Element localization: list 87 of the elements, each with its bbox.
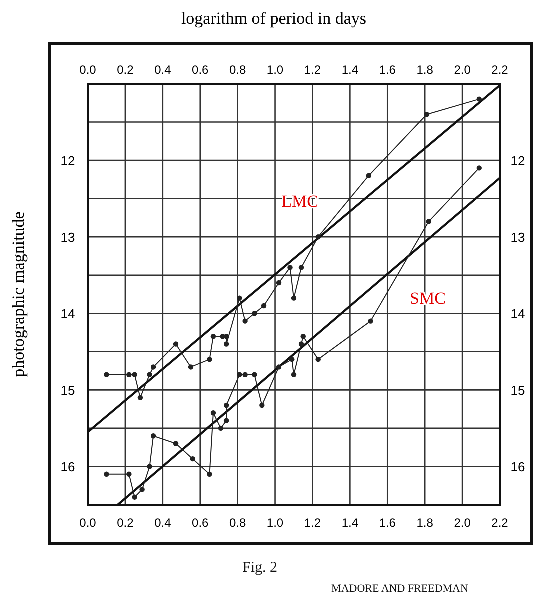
x2-tick-label: 2.0 — [454, 516, 472, 530]
point — [252, 372, 258, 378]
point — [224, 402, 230, 408]
point — [104, 372, 110, 378]
point — [288, 265, 293, 270]
x-tick-label: 2.0 — [454, 63, 472, 77]
point — [242, 372, 248, 378]
point — [126, 472, 132, 477]
y2-tick-label: 13 — [510, 230, 526, 246]
point — [150, 364, 156, 370]
x-tick-label: 1.8 — [416, 63, 434, 77]
x2-tick-label: 1.2 — [304, 516, 322, 530]
x-tick-label: 1.2 — [304, 63, 322, 77]
y-tick-label: 16 — [60, 460, 76, 475]
x-tick-label: 0.0 — [80, 63, 97, 77]
point — [207, 356, 212, 362]
point — [300, 334, 306, 340]
point — [242, 318, 248, 324]
y2-tick-label: 14 — [510, 306, 526, 322]
point — [210, 410, 216, 416]
x2-tick-label: 1.4 — [342, 516, 359, 530]
x2-tick-label: 0.4 — [154, 516, 172, 530]
point — [252, 311, 258, 316]
point — [276, 364, 282, 370]
x-tick-label: 0.2 — [117, 63, 134, 77]
point — [147, 464, 152, 470]
x2-axis-title: logarithm of period in days — [181, 9, 367, 28]
x-tick-label: 2.2 — [492, 63, 509, 77]
x2-tick-label: 0.8 — [229, 516, 246, 530]
point — [207, 472, 212, 477]
x2-tick-label: 1.6 — [379, 516, 396, 530]
x2-tick-label: 0.0 — [80, 516, 97, 530]
y-tick-label: 13 — [60, 230, 76, 246]
point — [424, 112, 430, 118]
point — [291, 296, 297, 301]
point — [126, 372, 132, 378]
point — [140, 487, 145, 492]
point — [173, 441, 179, 446]
point — [147, 372, 152, 378]
point — [261, 303, 267, 309]
point — [476, 166, 482, 171]
point — [224, 418, 230, 424]
point — [368, 318, 374, 324]
point — [298, 265, 304, 270]
point — [150, 434, 156, 439]
point — [237, 296, 242, 301]
y-tick-label: 14 — [60, 306, 76, 322]
point — [366, 173, 372, 178]
y2-tick-label: 15 — [510, 383, 526, 398]
point — [237, 372, 242, 378]
point — [190, 456, 196, 462]
point — [316, 356, 321, 362]
x-tick-label: 0.4 — [154, 63, 172, 77]
y2-tick-label: 12 — [510, 154, 526, 169]
point — [298, 342, 304, 347]
point — [210, 334, 216, 340]
x2-tick-label: 2.2 — [492, 516, 509, 530]
point — [132, 372, 138, 378]
point — [224, 342, 230, 347]
point — [188, 364, 194, 370]
y-tick-label: 12 — [60, 154, 76, 169]
y2-tick-label: 16 — [510, 460, 526, 475]
caption: Fig. 2 — [242, 560, 278, 576]
x-tick-label: 1.4 — [342, 63, 359, 77]
y-tick-label: 15 — [60, 383, 76, 398]
x2-tick-label: 1.0 — [266, 516, 284, 530]
point — [290, 356, 295, 362]
point — [104, 472, 110, 477]
x-tick-label: 0.6 — [192, 63, 210, 77]
point — [291, 372, 297, 378]
x-tick-label: 0.8 — [229, 63, 246, 77]
point — [218, 426, 224, 432]
point — [426, 219, 432, 224]
point — [138, 395, 144, 400]
x-tick-label: 1.0 — [266, 63, 284, 77]
point — [316, 234, 321, 240]
point — [132, 494, 138, 500]
x-tick-label: 1.6 — [379, 63, 396, 77]
x2-tick-label: 0.6 — [192, 516, 210, 530]
point — [276, 280, 282, 286]
point — [260, 402, 265, 408]
text: MADORE AND FREEDMAN — [332, 583, 468, 595]
point — [173, 342, 179, 347]
point — [476, 96, 482, 102]
x2-tick-label: 0.2 — [117, 516, 134, 530]
y-axis-title: photographic magnitude — [9, 212, 28, 378]
x2-tick-label: 1.8 — [416, 516, 434, 530]
